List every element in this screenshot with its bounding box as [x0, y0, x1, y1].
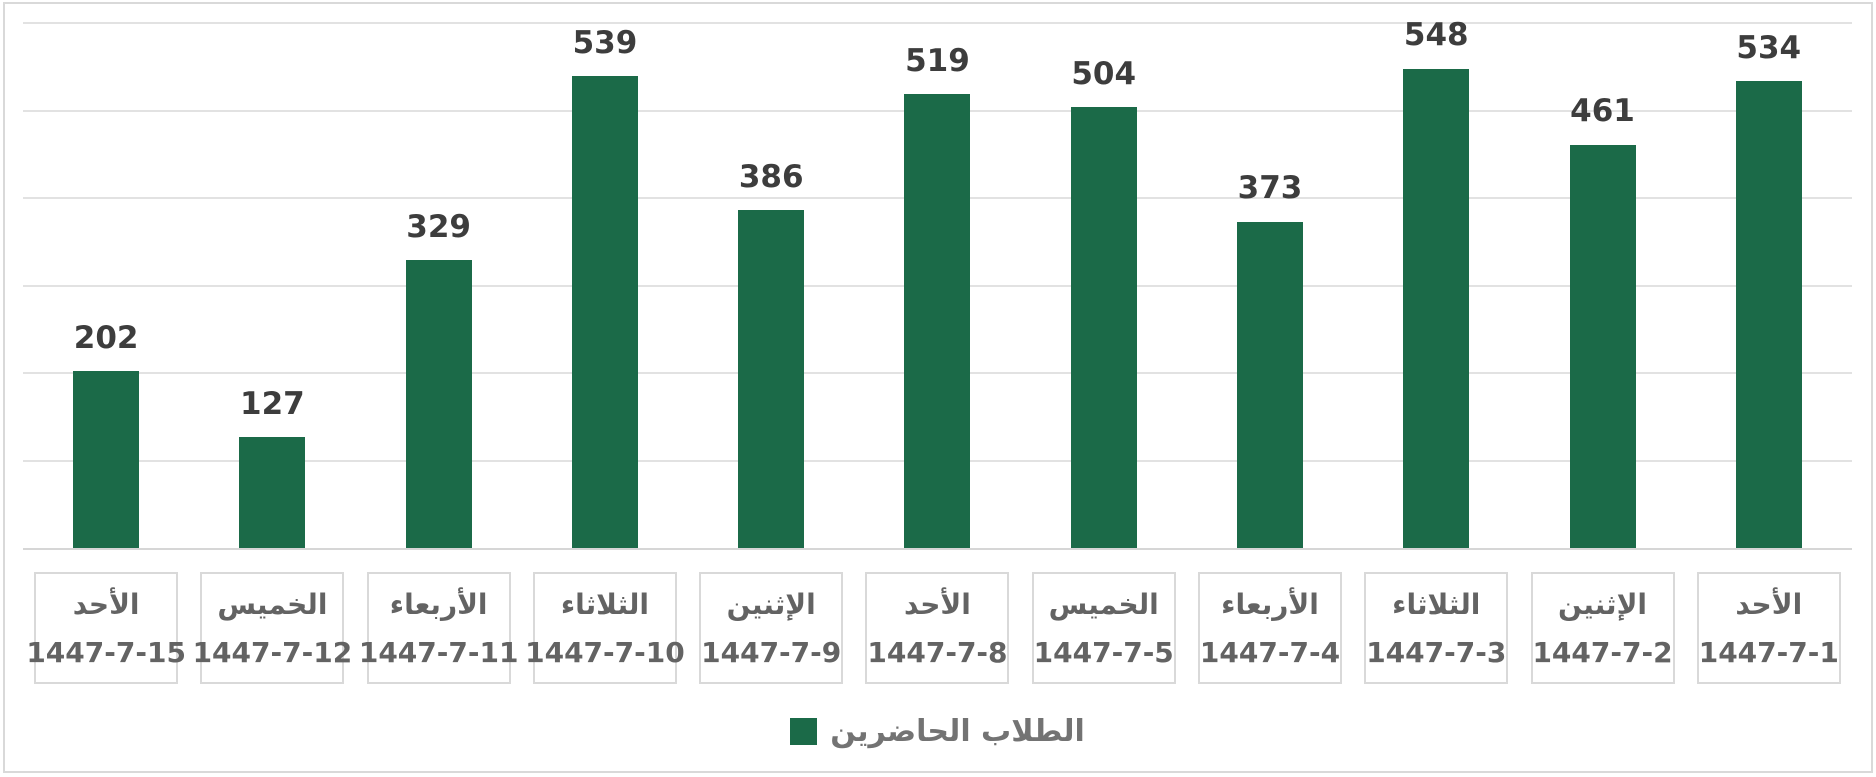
bar-value-label: 202 — [73, 320, 139, 357]
bar-slot: 127 — [189, 23, 355, 548]
category-day-label: الثلاثاء — [560, 587, 649, 621]
bar-slot: 329 — [356, 23, 522, 548]
category-label-box: الأربعاء 1447-7-4 — [1197, 572, 1342, 684]
category-label-box: الخميس 1447-7-5 — [1031, 572, 1176, 684]
bar-value-label: 504 — [1071, 55, 1137, 92]
bar — [1403, 68, 1470, 548]
category-label-cell: الإثنين 1447-7-2 — [1519, 572, 1685, 684]
bar — [1569, 144, 1636, 548]
bar — [571, 76, 638, 548]
category-day-label: الإثنين — [726, 587, 816, 621]
category-label-box: الثلاثاء 1447-7-10 — [525, 572, 685, 684]
bar-slot: 519 — [854, 23, 1020, 548]
bar-slot: 534 — [1686, 23, 1852, 548]
category-date-label: 1447-7-10 — [525, 635, 685, 669]
bar-slot: 539 — [522, 23, 688, 548]
category-date-label: 1447-7-8 — [867, 635, 1008, 669]
bar-value-label: 539 — [572, 25, 638, 62]
category-day-label: الأحد — [72, 587, 140, 621]
bar — [1236, 221, 1303, 548]
category-label-cell: الأحد 1447-7-1 — [1686, 572, 1852, 684]
category-label-cell: الثلاثاء 1447-7-10 — [522, 572, 688, 684]
bar-slot: 386 — [688, 23, 854, 548]
bar — [73, 371, 140, 548]
category-day-label: الأحد — [1735, 587, 1803, 621]
bar-slot: 548 — [1353, 17, 1519, 548]
category-label-box: الأحد 1447-7-1 — [1696, 572, 1841, 684]
category-date-label: 1447-7-11 — [358, 635, 519, 669]
category-label-box: الخميس 1447-7-12 — [193, 572, 352, 684]
category-label-box: الأحد 1447-7-8 — [865, 572, 1010, 684]
category-date-label: 1447-7-5 — [1033, 635, 1174, 669]
plot-area: 202 127 329 539 386 519 504 373 548 461 534 — [23, 17, 1852, 550]
category-day-label: الخميس — [217, 587, 328, 621]
category-label-box: الثلاثاء 1447-7-3 — [1364, 572, 1509, 684]
bars-row: 202 127 329 539 386 519 504 373 548 461 534 — [23, 17, 1852, 548]
bar-value-label: 534 — [1736, 29, 1802, 66]
bar-slot: 461 — [1519, 23, 1685, 548]
category-label-cell: الخميس 1447-7-5 — [1021, 572, 1187, 684]
bar-value-label: 329 — [406, 208, 472, 245]
legend-swatch-icon — [790, 717, 818, 745]
bar-value-label: 548 — [1403, 17, 1469, 54]
bar-slot: 373 — [1187, 23, 1353, 548]
category-label-cell: الأحد 1447-7-15 — [23, 572, 189, 684]
bar — [738, 210, 805, 548]
category-label-box: الأحد 1447-7-15 — [26, 572, 186, 684]
category-label-box: الإثنين 1447-7-2 — [1530, 572, 1675, 684]
bar — [1735, 80, 1802, 548]
category-day-label: الثلاثاء — [1392, 587, 1481, 621]
category-date-label: 1447-7-4 — [1199, 635, 1341, 669]
bar — [239, 436, 306, 548]
category-day-label: الخميس — [1048, 587, 1159, 621]
gridline — [23, 22, 1852, 24]
category-date-label: 1447-7-1 — [1698, 635, 1839, 669]
category-date-label: 1447-7-3 — [1366, 635, 1507, 669]
bar-value-label: 461 — [1570, 93, 1635, 130]
bar — [904, 93, 971, 548]
category-label-cell: الأربعاء 1447-7-4 — [1187, 572, 1353, 684]
bar-value-label: 386 — [738, 159, 804, 196]
category-date-label: 1447-7-2 — [1532, 635, 1673, 669]
legend-label: الطلاب الحاضرين — [830, 713, 1085, 749]
bar — [1070, 107, 1137, 548]
bar — [405, 260, 472, 548]
bar-slot: 202 — [23, 23, 189, 548]
bar-value-label: 373 — [1237, 170, 1303, 207]
category-label-box: الأربعاء 1447-7-11 — [359, 572, 518, 684]
category-date-label: 1447-7-12 — [192, 635, 353, 669]
bar-slot: 504 — [1021, 23, 1187, 548]
bar-value-label: 127 — [240, 385, 305, 422]
category-date-label: 1447-7-15 — [26, 635, 186, 669]
category-label-cell: الخميس 1447-7-12 — [189, 572, 355, 684]
legend: الطلاب الحاضرين — [23, 711, 1852, 751]
category-label-cell: الأحد 1447-7-8 — [854, 572, 1020, 684]
category-label-cell: الثلاثاء 1447-7-3 — [1353, 572, 1519, 684]
category-day-label: الأحد — [904, 587, 971, 621]
category-label-cell: الإثنين 1447-7-9 — [688, 572, 854, 684]
category-day-label: الإثنين — [1558, 587, 1648, 621]
category-label-box: الإثنين 1447-7-9 — [699, 572, 844, 684]
bar-value-label: 519 — [905, 42, 970, 79]
category-day-label: الأربعاء — [1221, 587, 1319, 621]
category-date-label: 1447-7-9 — [701, 635, 842, 669]
x-axis-labels: الأحد 1447-7-15 الخميس 1447-7-12 الأربعاء 144… — [23, 572, 1852, 684]
category-label-cell: الأربعاء 1447-7-11 — [356, 572, 522, 684]
category-day-label: الأربعاء — [389, 587, 488, 621]
